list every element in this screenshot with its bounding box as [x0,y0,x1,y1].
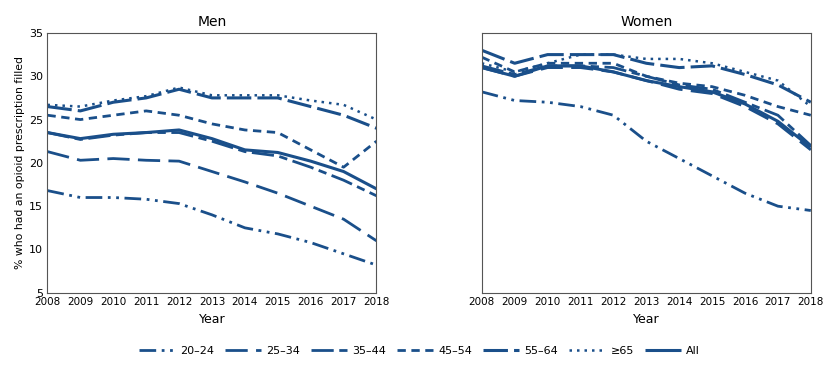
Title: Men: Men [197,15,227,29]
X-axis label: Year: Year [633,313,659,325]
X-axis label: Year: Year [199,313,226,325]
Legend: 20–24, 25–34, 35–44, 45–54, 55–64, ≥65, All: 20–24, 25–34, 35–44, 45–54, 55–64, ≥65, … [134,341,705,361]
Title: Women: Women [620,15,672,29]
Y-axis label: % who had an opioid prescription filled: % who had an opioid prescription filled [15,56,25,269]
